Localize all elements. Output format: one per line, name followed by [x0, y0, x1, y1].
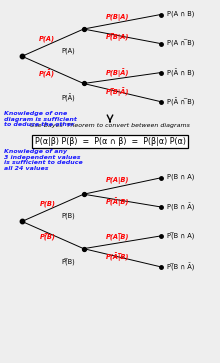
- Text: Knowledge of one
diagram is sufficient
to deduce the other: Knowledge of one diagram is sufficient t…: [4, 111, 77, 127]
- Text: P(B): P(B): [61, 212, 75, 219]
- Text: P(Ā ∩ ̅B): P(Ā ∩ ̅B): [167, 98, 194, 106]
- Text: P(̅B|Ā): P(̅B|Ā): [106, 87, 129, 96]
- Text: P(A ∩ B): P(A ∩ B): [167, 10, 194, 17]
- Text: P(B ∩ Ā): P(B ∩ Ā): [167, 203, 194, 211]
- Text: P(B): P(B): [39, 200, 55, 207]
- Text: P(A|B): P(A|B): [106, 177, 129, 184]
- Text: P(A): P(A): [39, 36, 55, 42]
- Text: P(̅B): P(̅B): [39, 234, 55, 241]
- Text: P(̅B|A): P(̅B|A): [106, 33, 129, 41]
- Text: P(B|A): P(B|A): [106, 14, 129, 21]
- Text: P(̅B): P(̅B): [61, 258, 75, 266]
- Text: P(α|β) P(β)  =  P(α ∩ β)  =  P(β|α) P(α): P(α|β) P(β) = P(α ∩ β) = P(β|α) P(α): [35, 137, 185, 146]
- Text: P(A): P(A): [61, 48, 75, 54]
- Text: P(B ∩ A): P(B ∩ A): [167, 174, 194, 180]
- Text: Knowledge of any
3 independent values
is sufficient to deduce
all 24 values: Knowledge of any 3 independent values is…: [4, 149, 83, 171]
- Text: P(̅B ∩ Ā): P(̅B ∩ Ā): [167, 263, 194, 271]
- Text: P(Ā): P(Ā): [61, 93, 75, 102]
- Text: P(A|̅B): P(A|̅B): [106, 233, 129, 241]
- Text: P(Ā ∩ B): P(Ā ∩ B): [167, 69, 194, 77]
- Text: P(B|Ā): P(B|Ā): [106, 68, 129, 77]
- Text: P(Ā|̅B): P(Ā|̅B): [106, 253, 129, 261]
- Text: P(Ā|B): P(Ā|B): [106, 197, 129, 206]
- Text: P(̅B ∩ A): P(̅B ∩ A): [167, 232, 194, 240]
- Text: Use Bayes' Theorem to convert between diagrams: Use Bayes' Theorem to convert between di…: [30, 123, 190, 128]
- Text: P(A ∩ ̅B): P(A ∩ ̅B): [167, 40, 194, 47]
- Text: P(Ā): P(Ā): [39, 69, 55, 78]
